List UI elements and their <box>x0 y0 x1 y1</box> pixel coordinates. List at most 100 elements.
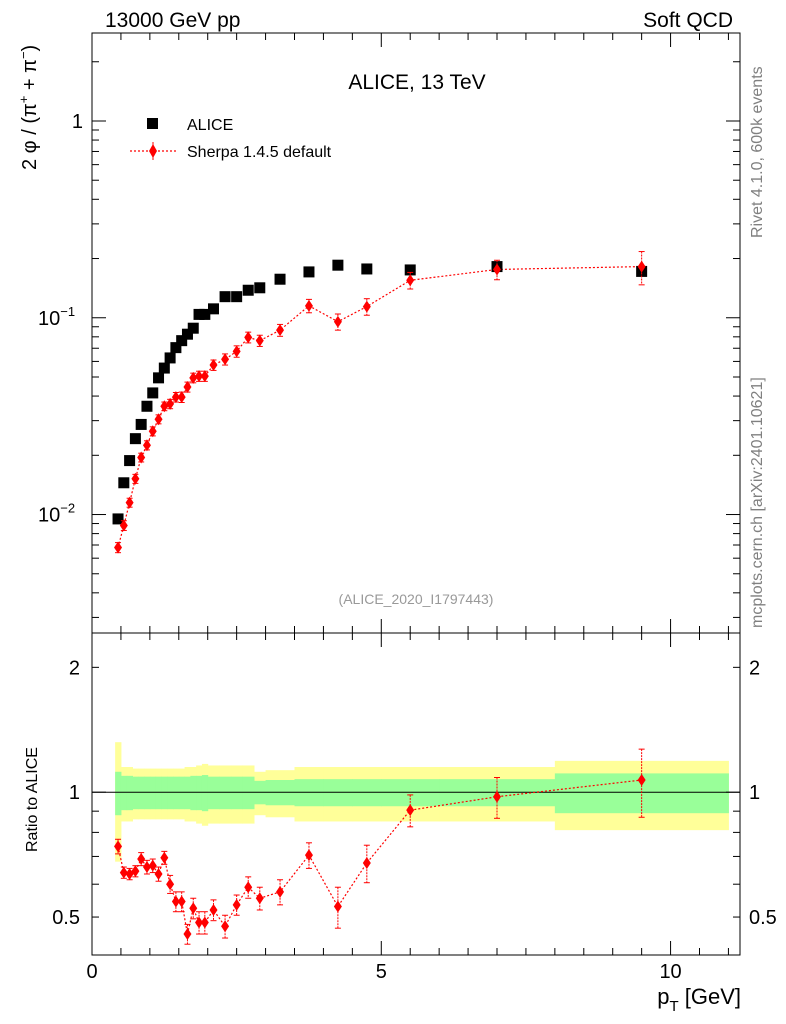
ratio-data-point <box>255 892 264 905</box>
ratio-data-point <box>637 774 646 787</box>
ratio-data-point <box>244 881 253 894</box>
ratio-data-point <box>137 853 146 866</box>
sherpa-data-point <box>406 274 415 287</box>
inner-uncertainty-band <box>352 779 382 807</box>
inner-uncertainty-band <box>167 776 174 810</box>
ratio-panel: 0.5 0.5 1 1 2 2 0 5 10 Ratio to ALICE pT [GeV] <box>24 632 777 1015</box>
rivet-version-label: Rivet 4.1.0, 600k events <box>749 66 766 238</box>
alice-data-point <box>124 455 136 467</box>
x-axis-label: pT [GeV] <box>657 984 741 1015</box>
ratio-y-axis-label: Ratio to ALICE <box>24 747 41 852</box>
inner-uncertainty-band <box>149 776 157 810</box>
ratio-sherpa-line <box>117 779 642 935</box>
alice-data-point <box>141 400 153 412</box>
inner-uncertainty-band <box>201 775 209 812</box>
sherpa-data-point <box>362 300 371 313</box>
alice-data-point <box>153 372 165 384</box>
ratio-data-point <box>276 885 285 898</box>
inner-uncertainty-band <box>126 775 133 811</box>
sherpa-line <box>117 265 642 548</box>
ratio-data-point <box>189 902 198 915</box>
ratio-data-point <box>119 866 128 879</box>
ratio-data-point <box>232 898 241 911</box>
ratio-sherpa-curve <box>117 779 642 935</box>
legend: ALICE Sherpa 1.4.5 default <box>130 117 332 161</box>
alice-points <box>112 259 648 525</box>
sherpa-data-point <box>255 334 264 347</box>
ratio-data-point <box>183 928 192 941</box>
sherpa-data-point <box>137 451 146 464</box>
main-y-axis-label: 2 φ / (π+ + π−) <box>16 45 41 170</box>
alice-data-point <box>170 342 182 354</box>
ratio-data-point <box>171 895 180 908</box>
alice-data-point <box>135 418 147 430</box>
sherpa-data-point <box>244 331 253 344</box>
analysis-id-label: (ALICE_2020_I1797443) <box>339 591 494 607</box>
inner-uncertainty-band <box>138 776 145 810</box>
alice-data-point <box>404 264 416 276</box>
inner-uncertainty-band <box>196 775 203 811</box>
inner-uncertainty-band <box>242 776 255 810</box>
x-tick-label: 5 <box>376 961 387 983</box>
alice-data-point <box>231 291 243 303</box>
sherpa-data-point <box>304 299 313 312</box>
sherpa-data-point <box>177 391 186 404</box>
sherpa-data-point <box>221 353 230 366</box>
header-right-label: Soft QCD <box>643 9 733 32</box>
main-y-tick-label: 10−2 <box>38 501 75 527</box>
ratio-data-point <box>362 856 371 869</box>
ratio-data-point <box>195 916 204 929</box>
alice-data-point <box>208 303 219 315</box>
ratio-sherpa-points <box>114 748 646 945</box>
sherpa-data-point <box>232 345 241 358</box>
alice-data-point <box>361 263 373 275</box>
alice-data-point <box>199 308 211 320</box>
main-y-tick-label: 1 <box>72 111 83 133</box>
x-tick-label: 0 <box>86 961 97 983</box>
ratio-data-point <box>493 790 501 803</box>
sherpa-data-point <box>200 370 209 383</box>
ratio-tick-labels: 0.5 0.5 1 1 2 2 0 5 10 <box>52 657 777 983</box>
alice-data-point <box>129 433 141 445</box>
ratio-data-point <box>160 851 169 864</box>
alice-data-point <box>164 352 176 364</box>
inner-uncertainty-band <box>190 775 197 811</box>
ratio-data-point <box>148 859 157 872</box>
sherpa-data-point <box>171 391 180 404</box>
sherpa-data-point <box>189 371 198 384</box>
ratio-y-tick-label-right: 2 <box>749 657 760 679</box>
ratio-data-point <box>131 865 140 878</box>
inner-uncertainty-band <box>207 776 220 810</box>
ratio-data-point <box>221 920 230 933</box>
x-tick-label: 10 <box>659 961 681 983</box>
alice-data-point <box>147 387 159 399</box>
inner-uncertainty-band <box>184 776 191 810</box>
alice-data-point <box>187 322 199 334</box>
ratio-data-point <box>114 840 123 853</box>
inner-uncertainty-band <box>178 776 186 810</box>
ratio-y-tick-label-right: 1 <box>749 782 760 804</box>
alice-data-point <box>274 273 286 285</box>
alice-data-point <box>112 513 124 525</box>
ratio-data-point <box>406 804 415 817</box>
alice-data-point <box>303 266 315 278</box>
sherpa-data-point <box>119 519 128 532</box>
alice-data-point <box>193 308 205 320</box>
inner-uncertainty-band <box>219 776 232 810</box>
ratio-axis-ticks <box>91 633 740 955</box>
ratio-data-point <box>177 895 186 908</box>
sherpa-data-point <box>125 496 134 509</box>
sherpa-points <box>114 251 646 554</box>
sherpa-data-point <box>209 359 218 372</box>
legend-alice-marker <box>147 118 158 129</box>
sherpa-data-point <box>114 541 123 554</box>
sherpa-data-point <box>166 397 175 410</box>
ratio-data-point <box>304 849 313 862</box>
ratio-data-point <box>333 900 342 913</box>
sherpa-curve <box>117 265 642 548</box>
main-tick-labels: 10−2 10−1 1 <box>38 111 83 527</box>
alice-data-point <box>118 477 130 489</box>
ratio-plot-frame <box>91 632 741 956</box>
sherpa-data-point <box>131 472 140 485</box>
